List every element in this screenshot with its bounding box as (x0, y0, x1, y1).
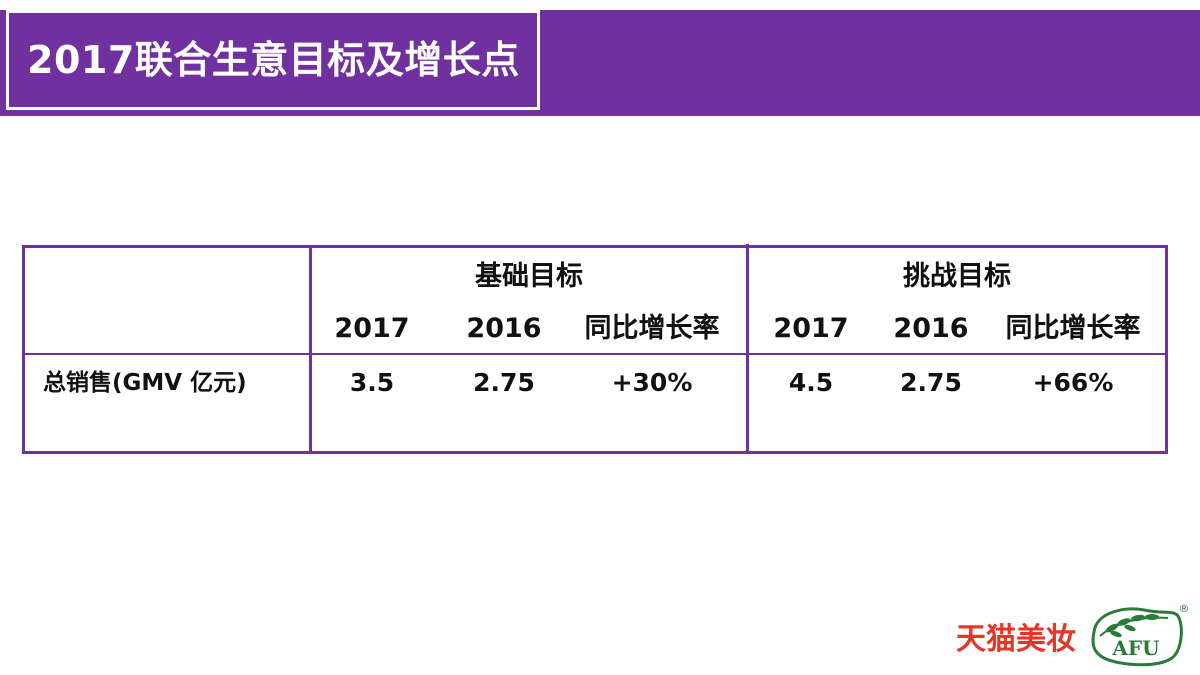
afu-leaf-logo-icon: AFU ® (1091, 602, 1190, 667)
col-header-growth-base: 同比增长率 (584, 313, 720, 344)
row-label-gmv: 总销售(GMV 亿元) (43, 370, 247, 396)
cell-challenge-2016: 2.75 (900, 368, 962, 397)
registered-mark: ® (1179, 602, 1190, 615)
cell-challenge-2017: 4.5 (788, 368, 834, 397)
targets-table: 基础目标 挑战目标 2017 2016 同比增长率 2017 2016 同比增长… (22, 244, 1168, 454)
table-divider-label (309, 248, 312, 451)
tmall-beauty-brand: 天猫美妆 (956, 622, 1076, 657)
group-header-base: 基础目标 (475, 261, 583, 292)
cell-base-2017: 3.5 (349, 368, 395, 397)
title-box: 2017联合生意目标及增长点 (6, 10, 540, 110)
col-header-2016-base: 2016 (466, 313, 542, 344)
table-divider-groups (746, 244, 749, 451)
col-header-2016-challenge: 2016 (893, 313, 969, 344)
cell-base-growth: +30% (611, 368, 693, 397)
afu-logo-text: AFU (1111, 636, 1159, 660)
cell-challenge-growth: +66% (1032, 368, 1114, 397)
col-header-2017-base: 2017 (334, 313, 410, 344)
table-header-divider (25, 353, 1165, 355)
col-header-growth-challenge: 同比增长率 (1005, 313, 1141, 344)
group-header-challenge: 挑战目标 (903, 261, 1011, 292)
page-title: 2017联合生意目标及增长点 (27, 38, 520, 82)
cell-base-2016: 2.75 (473, 368, 535, 397)
col-header-2017-challenge: 2017 (773, 313, 849, 344)
